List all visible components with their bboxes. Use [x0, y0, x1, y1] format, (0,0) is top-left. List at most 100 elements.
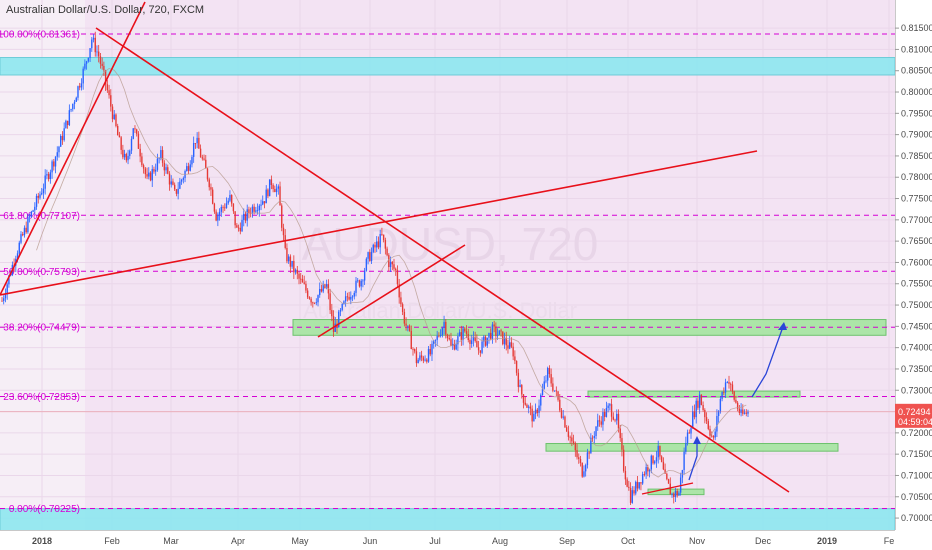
candle-body: [567, 431, 570, 437]
fib-label: 50.00%(0.75793): [3, 267, 80, 278]
candle-body: [25, 227, 27, 233]
candle-body: [42, 188, 45, 194]
candle-body: [369, 252, 371, 262]
candle-body: [417, 359, 419, 364]
candle-body: [158, 158, 160, 159]
price-tick-label: 0.72000: [901, 428, 932, 438]
candle-body: [692, 411, 694, 429]
candle-body: [693, 411, 696, 418]
candle-body: [491, 324, 494, 339]
candle-body: [32, 210, 34, 212]
candle-body: [612, 416, 615, 420]
candle-body: [4, 294, 7, 299]
candle-body: [382, 234, 385, 241]
candle-body: [175, 189, 178, 194]
candle-body: [381, 234, 383, 235]
candle-body: [730, 383, 732, 385]
candle-body: [54, 156, 57, 167]
candle-body: [196, 137, 198, 144]
candle-body: [557, 391, 559, 400]
candle-body: [139, 148, 141, 157]
candle-body: [165, 167, 167, 171]
candle-body: [319, 288, 321, 296]
candle-body: [462, 328, 464, 340]
candle-body: [293, 260, 295, 273]
candle-body: [46, 174, 48, 176]
candle-body: [560, 410, 563, 418]
candle-body: [640, 482, 642, 484]
candle-body: [286, 247, 288, 262]
candle-body: [134, 128, 136, 130]
candle-body: [635, 481, 637, 494]
candle-body: [705, 417, 708, 422]
candle-body: [258, 205, 261, 211]
candle-body: [590, 437, 592, 454]
drawings: [0, 1, 790, 495]
candle-body: [358, 280, 361, 287]
candle-body: [548, 368, 551, 375]
candle-body: [543, 381, 545, 389]
candle-body: [481, 341, 483, 353]
candle-body: [405, 323, 407, 326]
candle-body: [408, 325, 411, 331]
candle-body: [355, 280, 357, 293]
price-tick-label: 0.81000: [901, 44, 932, 54]
candle-body: [96, 51, 98, 53]
candle-body: [595, 426, 597, 437]
candle-body: [113, 114, 115, 120]
candle-body: [422, 357, 425, 361]
candle-body: [479, 350, 482, 353]
candle-body: [410, 330, 412, 350]
candle-body: [579, 459, 582, 464]
time-tick-label: Aug: [492, 536, 508, 546]
candle-body: [205, 159, 207, 169]
candle-body: [540, 394, 542, 406]
candle-body: [301, 278, 304, 283]
candle-body: [562, 416, 564, 418]
candle-body: [35, 195, 38, 207]
candle-body: [87, 57, 90, 62]
candle-body: [711, 435, 713, 437]
candle-body: [374, 244, 376, 248]
candle-body: [723, 391, 725, 393]
candle-body: [476, 341, 478, 348]
candle-body: [401, 304, 404, 313]
candle-body: [255, 210, 257, 212]
price-tick-label: 0.78000: [901, 172, 932, 182]
candle-body: [429, 348, 431, 355]
price-tag-box: [895, 403, 932, 428]
candle-body: [419, 355, 421, 360]
candle-body: [488, 332, 490, 338]
candle-body: [389, 261, 392, 268]
candle-body: [431, 343, 433, 355]
candle-body: [740, 409, 742, 413]
candle-body: [719, 398, 722, 412]
candle-body: [115, 114, 117, 126]
candle-body: [702, 404, 704, 410]
candle-body: [362, 280, 364, 282]
candle-body: [550, 374, 552, 384]
candle-body: [655, 457, 658, 462]
candle-body: [510, 342, 513, 347]
candle-body: [712, 436, 715, 438]
candle-body: [669, 483, 671, 495]
candle-body: [300, 278, 302, 280]
candle-body: [386, 248, 388, 256]
candle-body: [450, 339, 452, 346]
time-tick-label: Apr: [231, 536, 245, 546]
candle-body: [465, 331, 468, 334]
candle-body: [73, 101, 76, 104]
candle-body: [619, 428, 621, 439]
candle-body: [667, 479, 670, 484]
candle-body: [279, 186, 281, 206]
blue-zone: [0, 57, 896, 76]
candle-body: [41, 193, 43, 195]
candle-body: [395, 268, 397, 271]
candle-body: [79, 86, 81, 88]
time-tick-label: May: [291, 536, 309, 546]
price-axis: 0.700000.705000.710000.715000.720000.725…: [895, 0, 932, 550]
candle-body: [199, 148, 202, 158]
candle-body: [584, 465, 587, 472]
